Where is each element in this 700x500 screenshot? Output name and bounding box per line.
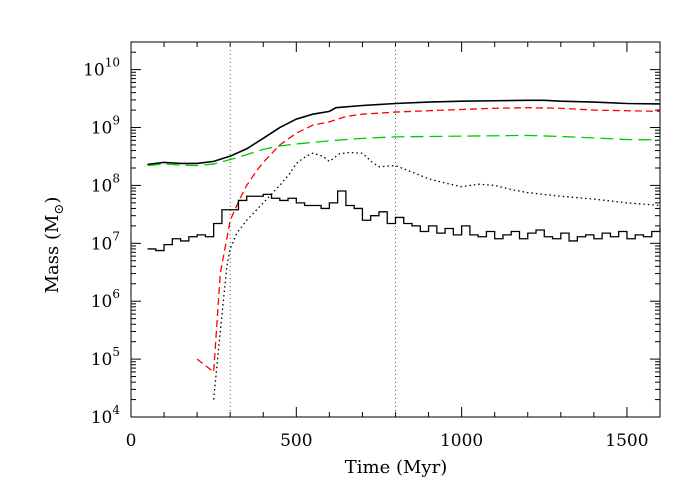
y-axis-title-base: Mass (M xyxy=(42,215,63,294)
y-tick-exponent: 6 xyxy=(112,287,120,301)
series-line-2 xyxy=(196,107,661,374)
x-tick-label: 1000 xyxy=(440,431,483,451)
y-tick-label: 105 xyxy=(91,345,120,370)
y-axis-title: Mass (M⊙) xyxy=(42,197,67,294)
y-tick-exponent: 10 xyxy=(105,56,120,70)
x-tick-label: 0 xyxy=(126,431,137,451)
y-tick-base: 10 xyxy=(91,408,113,428)
y-tick-exponent: 7 xyxy=(112,229,120,243)
y-tick-exponent: 4 xyxy=(112,403,120,417)
x-axis-title: Time (Myr) xyxy=(345,457,447,478)
y-tick-base: 10 xyxy=(91,119,113,139)
y-axis-title-subscript: ⊙ xyxy=(52,204,67,215)
y-tick-exponent: 9 xyxy=(112,114,120,128)
y-tick-base: 10 xyxy=(91,234,113,254)
y-tick-base: 10 xyxy=(83,61,105,81)
y-tick-base: 10 xyxy=(91,292,113,312)
y-tick-label: 107 xyxy=(91,229,120,254)
y-tick-exponent: 5 xyxy=(112,345,120,359)
series-group xyxy=(147,99,661,400)
series-line-1 xyxy=(147,99,661,166)
x-tick-label: 1500 xyxy=(605,431,648,451)
x-tick-label: 500 xyxy=(280,431,312,451)
reference-lines xyxy=(229,42,396,417)
series-line-3 xyxy=(147,134,661,167)
y-tick-exponent: 8 xyxy=(112,171,120,185)
y-tick-label: 108 xyxy=(91,171,120,196)
axis-ticks xyxy=(130,41,661,418)
y-tick-label: 106 xyxy=(91,287,120,312)
y-axis-title-close: ) xyxy=(42,197,63,204)
y-tick-label: 109 xyxy=(91,114,120,139)
y-tick-base: 10 xyxy=(91,350,113,370)
series-line-4 xyxy=(213,151,661,400)
x-tick-labels: 0 500 1000 1500 xyxy=(126,431,649,451)
y-tick-label: 1010 xyxy=(83,56,120,81)
series-line-5 xyxy=(147,190,661,252)
y-tick-label: 104 xyxy=(91,403,121,428)
y-tick-base: 10 xyxy=(91,176,113,196)
